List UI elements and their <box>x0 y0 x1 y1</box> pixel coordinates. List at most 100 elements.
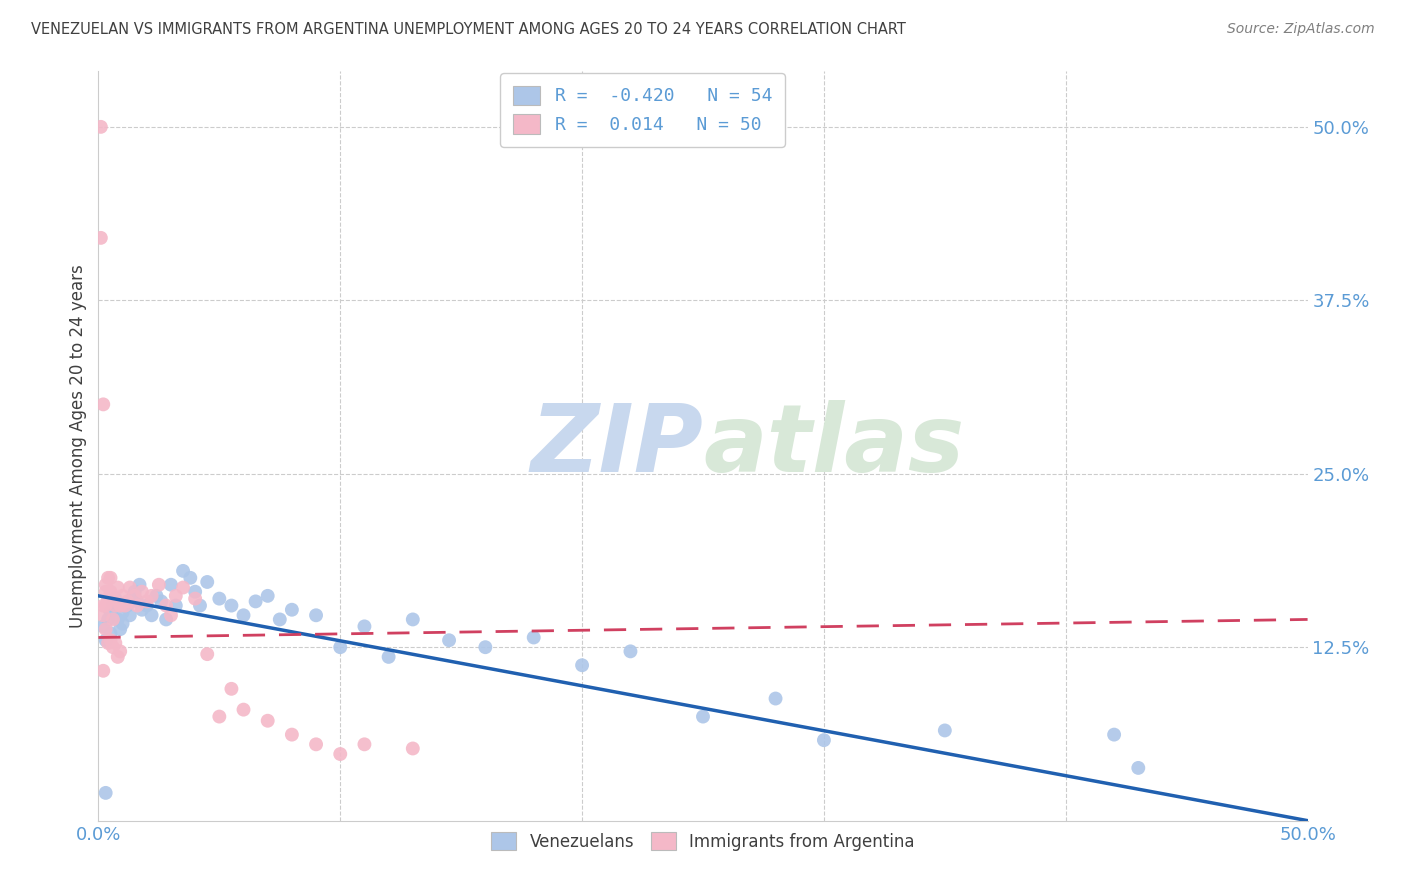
Point <box>281 603 304 617</box>
Point <box>692 709 714 723</box>
Point <box>90 120 112 134</box>
Point <box>269 612 291 626</box>
Point <box>221 599 243 613</box>
Point <box>155 599 177 613</box>
Point <box>127 599 149 613</box>
Point <box>101 640 124 655</box>
Point <box>91 619 114 633</box>
Point <box>94 599 117 613</box>
Point <box>208 709 231 723</box>
Point <box>108 644 131 658</box>
Point <box>94 584 117 599</box>
Point <box>107 612 129 626</box>
Point <box>94 622 117 636</box>
Point <box>353 619 375 633</box>
Point <box>108 622 131 636</box>
Point <box>94 633 117 648</box>
Text: atlas: atlas <box>703 400 965 492</box>
Point <box>97 591 120 606</box>
Point <box>135 594 157 608</box>
Point <box>117 594 139 608</box>
Point <box>188 599 211 613</box>
Point <box>619 644 641 658</box>
Point <box>101 599 124 613</box>
Point <box>94 786 117 800</box>
Point <box>124 589 146 603</box>
Point <box>121 591 143 606</box>
Point <box>118 581 141 595</box>
Point <box>97 636 120 650</box>
Point <box>195 574 218 589</box>
Point <box>94 578 117 592</box>
Point <box>1128 761 1150 775</box>
Point <box>165 589 187 603</box>
Point <box>111 606 134 620</box>
Point <box>172 564 194 578</box>
Point <box>107 581 129 595</box>
Point <box>245 594 267 608</box>
Point <box>97 571 120 585</box>
Point <box>111 589 134 603</box>
Text: Source: ZipAtlas.com: Source: ZipAtlas.com <box>1227 22 1375 37</box>
Point <box>165 599 187 613</box>
Point <box>127 594 149 608</box>
Text: VENEZUELAN VS IMMIGRANTS FROM ARGENTINA UNEMPLOYMENT AMONG AGES 20 TO 24 YEARS C: VENEZUELAN VS IMMIGRANTS FROM ARGENTINA … <box>31 22 905 37</box>
Point <box>437 633 460 648</box>
Point <box>232 608 254 623</box>
Point <box>571 658 593 673</box>
Point <box>97 612 120 626</box>
Point <box>108 599 131 613</box>
Point <box>402 612 425 626</box>
Point <box>402 741 425 756</box>
Point <box>184 584 207 599</box>
Point <box>1102 728 1125 742</box>
Point <box>111 616 134 631</box>
Point <box>118 608 141 623</box>
Point <box>91 664 114 678</box>
Point <box>221 681 243 696</box>
Point <box>813 733 835 747</box>
Point <box>131 584 153 599</box>
Point <box>353 737 375 751</box>
Point <box>148 578 170 592</box>
Point <box>179 571 201 585</box>
Point <box>934 723 956 738</box>
Point <box>100 584 122 599</box>
Point <box>329 640 352 655</box>
Point <box>104 636 127 650</box>
Point <box>114 599 136 613</box>
Point <box>155 612 177 626</box>
Point <box>91 608 114 623</box>
Point <box>184 591 207 606</box>
Point <box>101 612 124 626</box>
Point <box>135 599 157 613</box>
Point <box>100 633 122 648</box>
Point <box>141 589 163 603</box>
Y-axis label: Unemployment Among Ages 20 to 24 years: Unemployment Among Ages 20 to 24 years <box>69 264 87 628</box>
Point <box>305 608 328 623</box>
Legend: Venezuelans, Immigrants from Argentina: Venezuelans, Immigrants from Argentina <box>485 825 921 857</box>
Point <box>100 606 122 620</box>
Point <box>90 231 112 245</box>
Point <box>232 703 254 717</box>
Point <box>145 589 167 603</box>
Point <box>104 599 127 613</box>
Point <box>160 578 183 592</box>
Point <box>208 591 231 606</box>
Point <box>124 584 146 599</box>
Point <box>474 640 496 655</box>
Point <box>377 649 399 664</box>
Point <box>101 591 124 606</box>
Point <box>195 647 218 661</box>
Point <box>91 599 114 613</box>
Point <box>107 649 129 664</box>
Point <box>91 397 114 411</box>
Point <box>256 589 278 603</box>
Point <box>281 728 304 742</box>
Point <box>131 603 153 617</box>
Point <box>117 599 139 613</box>
Point <box>141 608 163 623</box>
Point <box>104 591 127 606</box>
Point <box>160 608 183 623</box>
Point <box>100 571 122 585</box>
